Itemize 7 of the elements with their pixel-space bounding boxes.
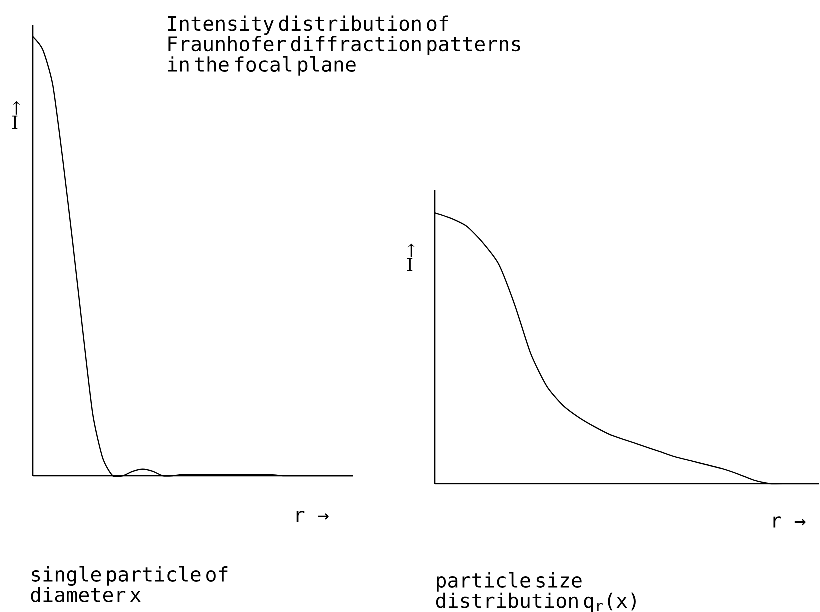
- y-axis-title: ↑ I: [407, 244, 416, 272]
- text: single particle of diameter x: [31, 566, 228, 602]
- chart-title: Intensity distribution of Fraunhofer diffraction patterns in the focal plane: [168, 16, 520, 76]
- x-axis-title: r →: [296, 510, 329, 522]
- y-axis-title: ↑ I: [12, 101, 20, 129]
- x-axis-title: r →: [774, 516, 806, 528]
- text: particle size distribution q$_{r}$(x): [436, 572, 636, 612]
